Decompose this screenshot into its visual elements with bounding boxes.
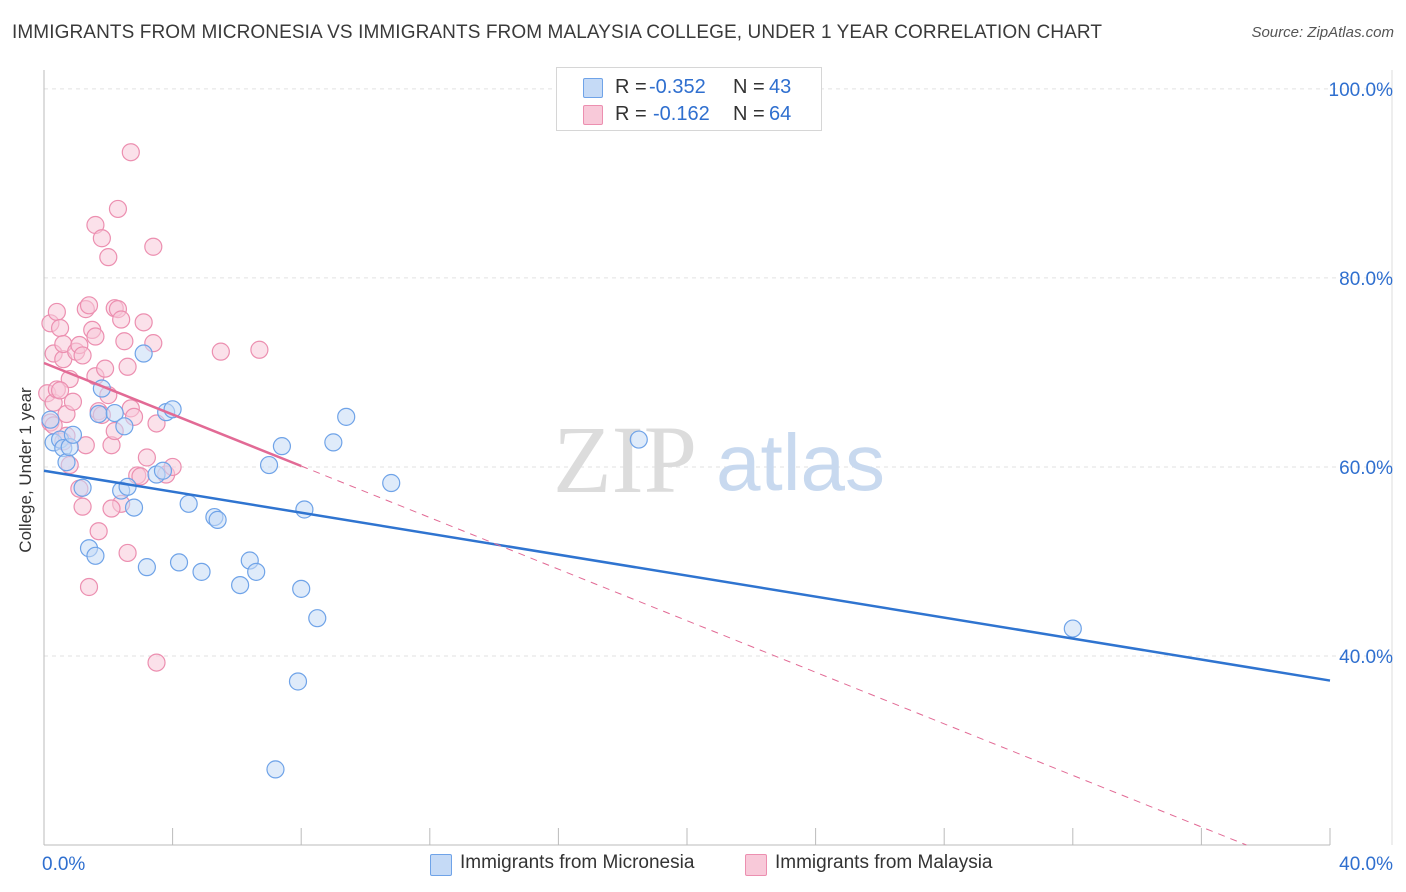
micronesia-point <box>337 407 356 426</box>
micronesia-point <box>124 498 144 517</box>
r-value-malaysia: -0.162 <box>653 103 710 125</box>
y-tick-label: 40.0% <box>1339 647 1393 668</box>
micronesia-point <box>247 562 266 581</box>
n-label: N = <box>733 103 765 125</box>
micronesia-point <box>115 417 134 436</box>
micronesia-point <box>134 344 153 363</box>
micronesia-point <box>288 672 308 691</box>
micronesia-point <box>105 403 124 423</box>
legend-label-malaysia: Immigrants from Malaysia <box>775 852 993 873</box>
malaysia-point <box>79 296 99 315</box>
x-tick-label-start: 0.0% <box>42 854 85 875</box>
malaysia-point <box>112 310 131 329</box>
legend-swatch-micronesia <box>430 854 452 876</box>
micronesia-trend-line <box>43 469 1331 682</box>
malaysia-point <box>63 392 83 411</box>
micronesia-point <box>118 477 137 496</box>
micronesia-point <box>308 609 327 628</box>
x-tick-label-end: 40.0% <box>1339 854 1393 875</box>
malaysia-point <box>118 357 137 376</box>
micronesia-point <box>208 510 227 529</box>
micronesia-point <box>382 473 401 493</box>
malaysia-point <box>147 653 166 672</box>
zipatlas-watermark: ZIP atlas <box>553 406 885 513</box>
y-tick-label: 80.0% <box>1339 269 1393 290</box>
n-label: N = <box>733 76 765 98</box>
malaysia-point <box>92 229 111 248</box>
malaysia-trend-extension <box>301 465 1247 846</box>
malaysia-point <box>73 497 92 516</box>
correlation-legend: R = -0.352 N = 43 R = -0.162 N = 64 <box>556 67 822 131</box>
malaysia-point <box>121 143 140 162</box>
malaysia-point <box>102 499 121 518</box>
malaysia-point <box>144 237 163 256</box>
malaysia-point <box>95 359 115 378</box>
micronesia-point <box>629 430 648 449</box>
source-label: Source: ZipAtlas.com <box>1251 24 1394 41</box>
n-value-malaysia: 64 <box>769 103 792 125</box>
n-value-micronesia: 43 <box>769 76 792 98</box>
micronesia-point <box>169 553 189 572</box>
malaysia-trend-line <box>43 361 302 468</box>
micronesia-point <box>137 558 156 577</box>
malaysia-point <box>73 346 92 365</box>
axes <box>43 70 1393 846</box>
malaysia-point <box>79 577 99 597</box>
micronesia-point <box>259 455 279 475</box>
tick-labels: 40.0% 60.0% 80.0% 100.0% 0.0% 40.0% <box>42 80 1393 875</box>
micronesia-point <box>324 433 343 452</box>
y-axis-label: College, Under 1 year <box>16 387 35 553</box>
legend-swatch-malaysia <box>745 854 767 876</box>
micronesia-point <box>292 579 311 598</box>
micronesia-points <box>41 344 1082 779</box>
micronesia-point <box>86 546 105 565</box>
micronesia-point <box>272 437 292 456</box>
micronesia-point <box>192 562 211 581</box>
r-label: R = <box>615 76 647 98</box>
watermark-zip: ZIP <box>553 406 697 513</box>
malaysia-point <box>99 248 118 267</box>
grid-lines <box>44 88 1392 657</box>
micronesia-point <box>41 410 60 429</box>
malaysia-point <box>211 342 230 361</box>
malaysia-point <box>50 318 70 338</box>
micronesia-point <box>63 425 83 444</box>
micronesia-point <box>266 760 285 779</box>
legend-label-micronesia: Immigrants from Micronesia <box>460 852 695 873</box>
micronesia-point <box>1063 619 1082 638</box>
malaysia-point <box>50 381 70 400</box>
malaysia-point <box>47 302 66 322</box>
malaysia-point <box>86 327 105 346</box>
legend-swatch-micronesia <box>583 78 603 98</box>
micronesia-point <box>73 478 92 497</box>
y-tick-label: 100.0% <box>1329 80 1394 101</box>
micronesia-point <box>153 461 173 480</box>
malaysia-point <box>134 313 153 332</box>
micronesia-point <box>89 404 108 424</box>
series-legend: Immigrants from Micronesia Immigrants fr… <box>0 852 1406 878</box>
micronesia-point <box>231 575 250 595</box>
y-tick-label: 60.0% <box>1339 458 1393 479</box>
r-value-micronesia: -0.352 <box>649 76 706 98</box>
trend-lines <box>43 361 1331 846</box>
legend-swatch-malaysia <box>583 105 603 125</box>
malaysia-point <box>118 543 137 563</box>
malaysia-point <box>108 199 128 219</box>
malaysia-point <box>89 522 108 541</box>
chart-title: IMMIGRANTS FROM MICRONESIA VS IMMIGRANTS… <box>12 22 1103 43</box>
malaysia-point <box>250 340 269 359</box>
micronesia-point <box>57 453 76 472</box>
micronesia-point <box>179 494 198 513</box>
malaysia-point <box>115 332 134 351</box>
r-label: R = <box>615 103 647 125</box>
watermark-atlas: atlas <box>716 418 885 507</box>
malaysia-point <box>137 448 156 467</box>
